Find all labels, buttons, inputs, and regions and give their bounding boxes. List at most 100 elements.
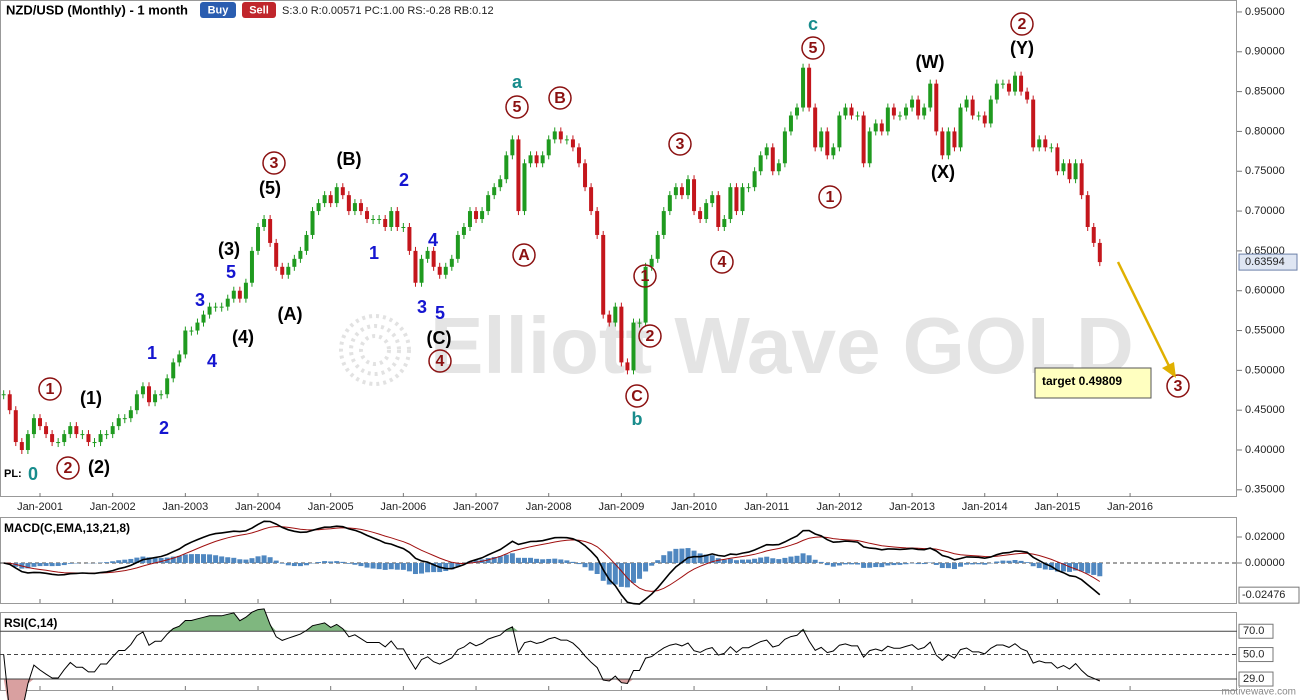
candle: [595, 211, 600, 235]
x-tick-label: Jan-2005: [308, 501, 354, 513]
macd-hist: [558, 559, 564, 563]
candle: [498, 179, 503, 188]
x-tick-label: Jan-2003: [162, 501, 208, 513]
sell-button[interactable]: [242, 2, 276, 18]
macd-hist: [933, 562, 939, 565]
y-tick-label: 0.35000: [1245, 484, 1285, 496]
price-tag: [1238, 253, 1298, 271]
macd-hist: [328, 561, 334, 563]
macd-hist: [1085, 562, 1091, 574]
wave-label: (W): [916, 52, 945, 72]
macd-hist: [655, 560, 661, 563]
candle: [637, 322, 642, 324]
candle: [7, 394, 12, 411]
candle: [922, 107, 927, 116]
macd-hist: [122, 559, 128, 563]
rsi-zone: [3, 608, 1100, 632]
macd-hist: [982, 562, 988, 565]
macd-hist: [836, 562, 842, 566]
macd-hist: [521, 557, 527, 563]
rsi-title: RSI(C,14): [4, 616, 57, 630]
macd-hist: [600, 562, 606, 581]
x-tick-label: Jan-2002: [90, 501, 136, 513]
candle: [1043, 139, 1048, 148]
macd-hist: [207, 554, 213, 563]
candle: [770, 147, 775, 172]
macd-hist: [746, 559, 752, 563]
candle: [1097, 242, 1102, 263]
macd-hist: [855, 562, 861, 565]
macd-hist: [382, 562, 388, 570]
macd-hist: [388, 562, 394, 570]
candle: [346, 195, 351, 212]
rsi-tick-label: 29.0: [1243, 673, 1264, 685]
wave-label: 1: [641, 268, 650, 285]
candle: [510, 139, 515, 156]
macd-hist: [158, 558, 164, 563]
macd-hist: [861, 562, 867, 568]
macd-hist: [225, 557, 231, 563]
candle: [304, 234, 309, 251]
price-tag-label: 0.63594: [1245, 256, 1285, 268]
x-tick-label: Jan-2013: [889, 501, 935, 513]
candle: [383, 219, 388, 227]
macd-hist: [842, 562, 848, 565]
macd-hist: [782, 557, 788, 563]
candle: [122, 418, 127, 420]
wave-label: (2): [88, 457, 110, 477]
macd-hist: [61, 562, 67, 566]
macd-hist: [37, 562, 43, 567]
wave-label: (1): [80, 388, 102, 408]
macd-hist: [134, 557, 140, 563]
candle: [583, 163, 588, 188]
candle: [31, 418, 36, 435]
wave-label: (B): [337, 149, 362, 169]
rsi-tag: [1238, 623, 1274, 639]
sell-label[interactable]: Sell: [249, 4, 269, 16]
wave-label: 2: [646, 328, 655, 345]
candle: [256, 226, 261, 251]
macd-hist: [897, 562, 903, 565]
candle: [401, 226, 406, 228]
candle: [879, 123, 884, 132]
pl-label: PL:: [4, 468, 22, 480]
wave-label: 5: [513, 99, 522, 116]
macd-hist: [697, 553, 703, 563]
wave-circle: [633, 264, 657, 288]
candle: [692, 179, 697, 212]
candle: [92, 442, 97, 444]
candle: [685, 179, 690, 196]
candle: [437, 266, 442, 275]
buy-button[interactable]: [200, 2, 236, 18]
candle: [19, 442, 24, 451]
macd-hist: [588, 562, 594, 571]
candle: [25, 434, 30, 451]
candle: [140, 386, 145, 395]
stats: S:3.0 R:0.00571 PC:1.00 RS:-0.28 RB:0.12: [282, 5, 494, 17]
macd-hist: [152, 557, 158, 563]
macd-hist: [1091, 562, 1097, 575]
candle: [782, 131, 787, 164]
candle: [904, 107, 909, 116]
rsi-panel: [0, 612, 1237, 691]
candle: [13, 410, 18, 443]
candle: [431, 250, 436, 267]
candle: [831, 147, 836, 156]
wave-label: 1: [46, 381, 55, 398]
buy-label[interactable]: Buy: [208, 4, 230, 16]
macd-hist: [721, 559, 727, 563]
x-tick-label: Jan-2009: [598, 501, 644, 513]
macd-hist: [176, 555, 182, 563]
candle: [952, 131, 957, 148]
wave-label: (X): [931, 162, 955, 182]
candle: [443, 266, 448, 275]
candle: [643, 266, 648, 323]
wave-label: 2: [399, 170, 409, 190]
macd-hist: [213, 555, 219, 563]
candle: [286, 266, 291, 275]
macd-hist: [334, 561, 340, 563]
y-tick-label: 0.65000: [1245, 245, 1285, 257]
candle: [419, 258, 424, 283]
candle: [98, 434, 103, 443]
